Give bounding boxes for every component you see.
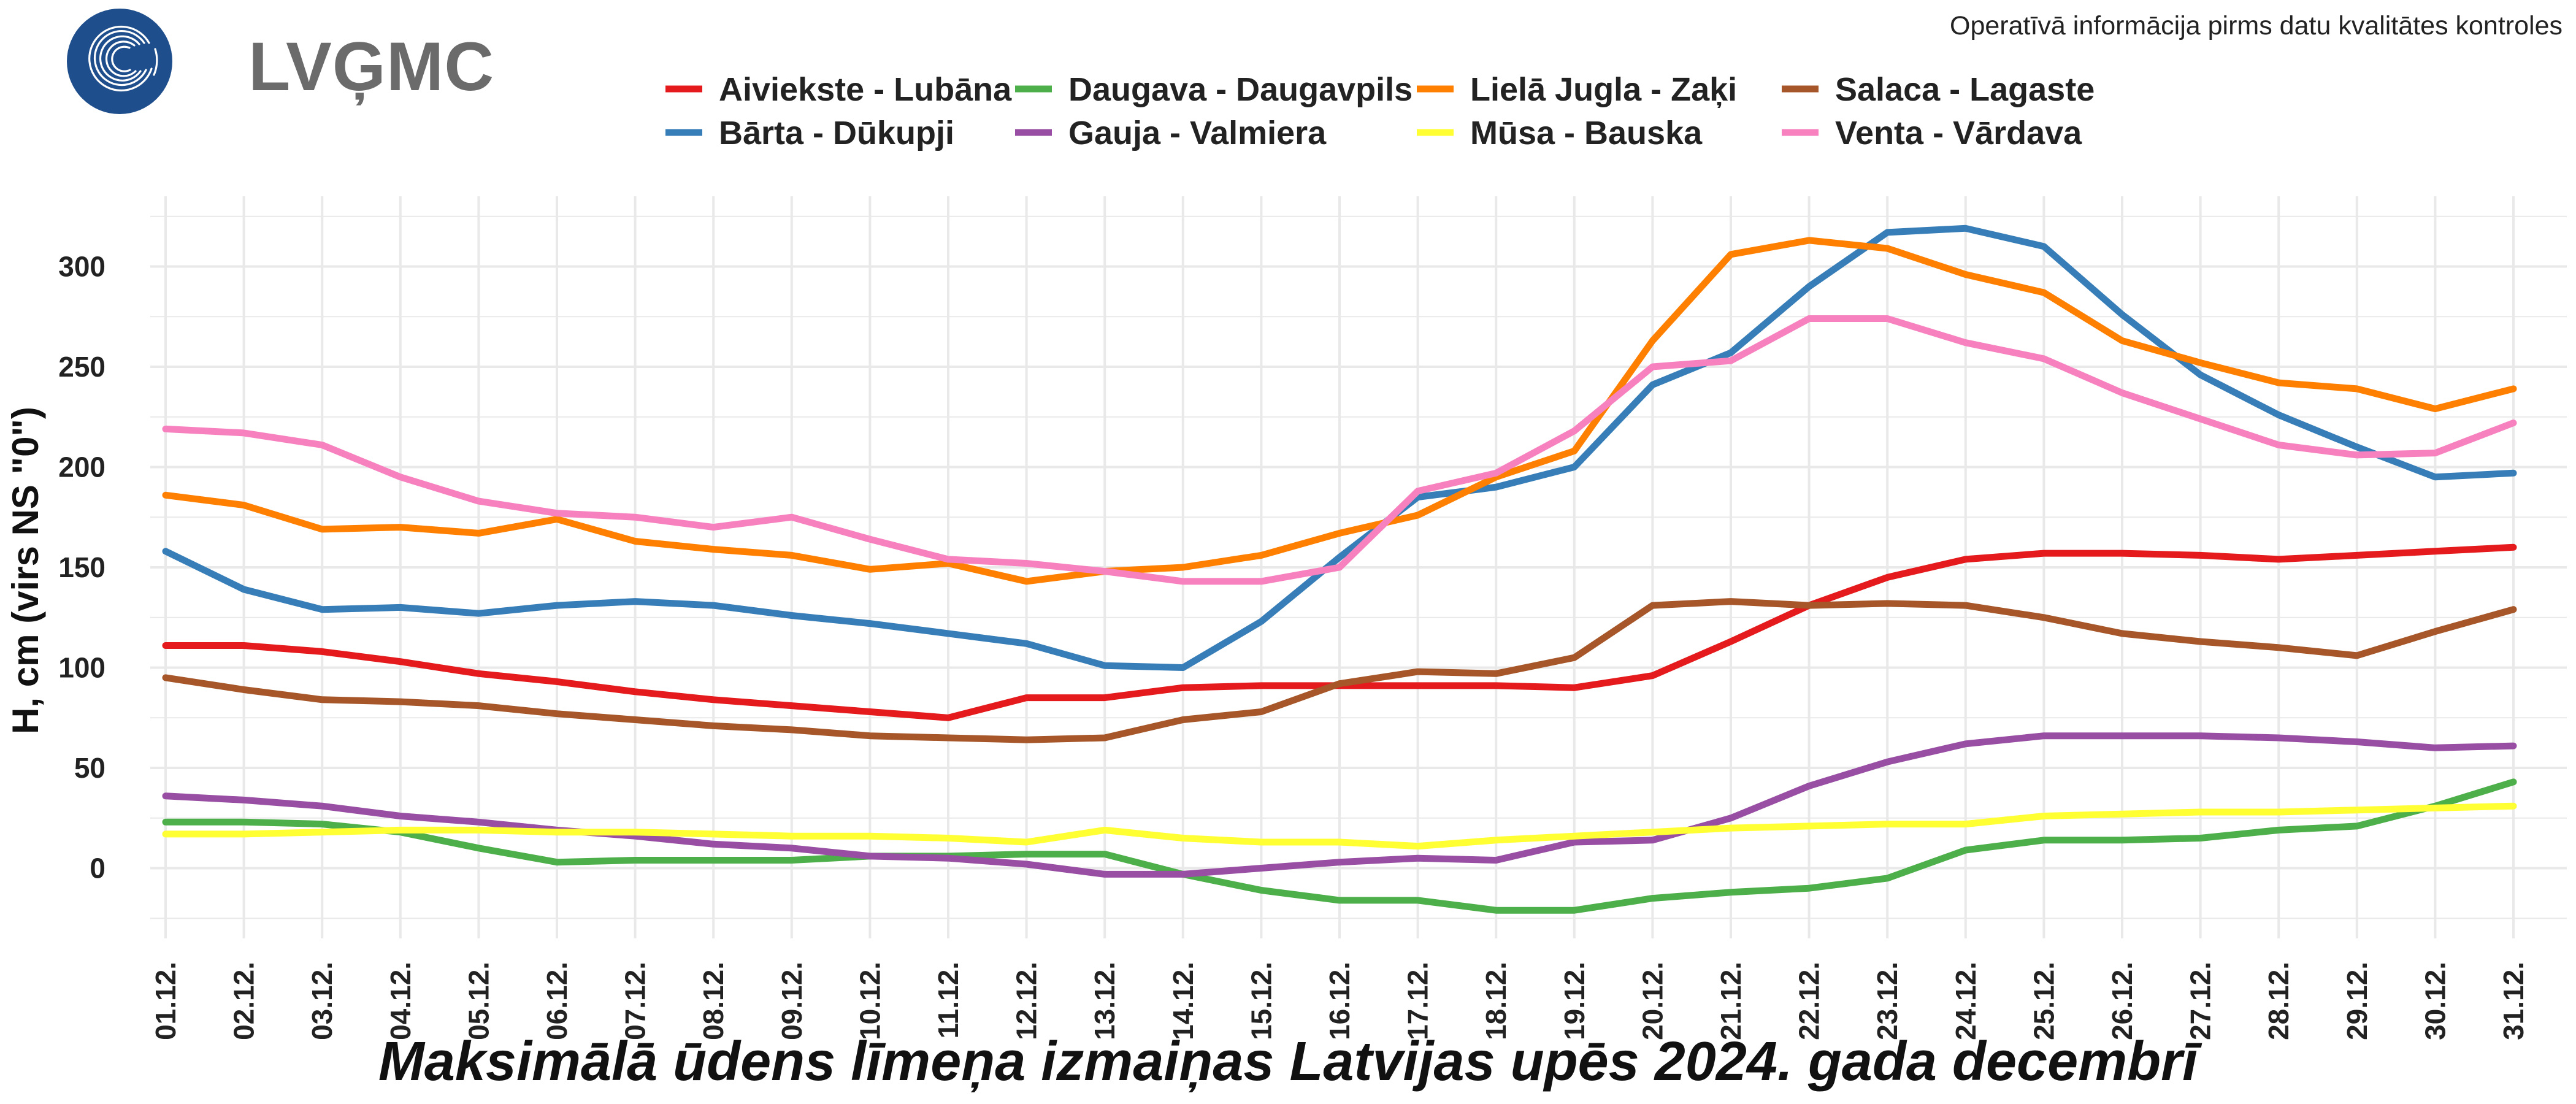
lvgmc-logo: LVĢMC [64,6,494,117]
series-line-2 [162,778,2517,914]
series-line-1 [162,224,2517,671]
y-tick-label: 50 [74,752,105,784]
x-tick-label: 28.12. [2263,962,2294,1040]
x-tick-label: 24.12. [1950,962,1982,1040]
y-tick-label: 250 [58,351,105,383]
legend: Aiviekste - Lubāna Bārta - Dūkupji Daugava… [665,71,2095,151]
y-axis-label: H, cm (virs NS "0") [5,407,46,734]
x-tick-label: 29.12. [2341,962,2373,1040]
legend-label: Aiviekste - Lubāna [719,71,1012,108]
x-tick-label: 23.12. [1871,962,1903,1040]
x-tick-label: 05.12. [462,962,494,1040]
x-tick-label: 12.12. [1011,962,1043,1040]
series-line-4 [162,237,2517,585]
x-axis: 01.12. 02.12. 03.12. 04.12. 05.12. 06.12. 07.1… [150,962,2529,1040]
y-tick-label: 300 [58,250,105,282]
y-tick-label: 200 [58,451,105,483]
y-axis: 0 50 100 150 200 250 300 [58,250,105,884]
legend-label: Mūsa - Bauska [1470,115,1703,151]
x-tick-label: 17.12. [1402,962,1434,1040]
y-tick-label: 100 [58,652,105,684]
y-tick-label: 150 [58,551,105,583]
x-tick-label: 06.12. [541,962,573,1040]
x-tick-label: 14.12. [1167,962,1199,1040]
x-tick-label: 19.12. [1558,962,1590,1040]
chart-title: Maksimālā ūdens līmeņa izmaiņas Latvijas… [378,1031,2198,1092]
x-tick-label: 25.12. [2028,962,2060,1040]
x-tick-label: 15.12. [1245,962,1277,1040]
legend-label: Salaca - Lagaste [1835,71,2095,108]
x-tick-label: 10.12. [854,962,886,1040]
series-line-5 [162,802,2517,850]
x-tick-label: 11.12. [932,962,964,1038]
logo-emblem-icon [67,9,172,114]
legend-label: Venta - Vārdava [1835,115,2082,151]
x-tick-label: 07.12. [619,962,651,1040]
x-tick-label: 04.12. [385,962,416,1040]
series-lines [162,224,2517,914]
x-tick-label: 31.12. [2497,962,2529,1040]
disclaimer-text: Operatīvā informācija pirms datu kvalitā… [1950,11,2563,40]
x-tick-label: 30.12. [2419,962,2451,1040]
series-line-6 [162,598,2517,743]
x-tick-label: 20.12. [1636,962,1668,1040]
x-tick-label: 08.12. [697,962,729,1040]
grid [150,196,2567,938]
x-tick-label: 21.12. [1715,962,1747,1040]
legend-label: Daugava - Daugavpils [1068,71,1413,108]
legend-label: Lielā Jugla - Zaķi [1470,71,1737,108]
x-tick-label: 27.12. [2185,962,2217,1040]
legend-label: Gauja - Valmiera [1068,115,1327,151]
logo-text: LVĢMC [248,28,495,105]
x-tick-label: 02.12. [228,962,260,1040]
series-line-7 [162,315,2517,585]
x-tick-label: 13.12. [1089,962,1121,1040]
x-tick-label: 03.12. [306,962,338,1040]
x-tick-label: 26.12. [2106,962,2138,1040]
x-tick-label: 18.12. [1480,962,1512,1040]
legend-label: Bārta - Dūkupji [719,115,954,151]
x-tick-label: 22.12. [1793,962,1825,1040]
x-tick-label: 01.12. [150,962,182,1040]
x-tick-label: 16.12. [1324,962,1355,1040]
x-tick-label: 09.12. [776,962,808,1040]
y-tick-label: 0 [90,853,105,884]
